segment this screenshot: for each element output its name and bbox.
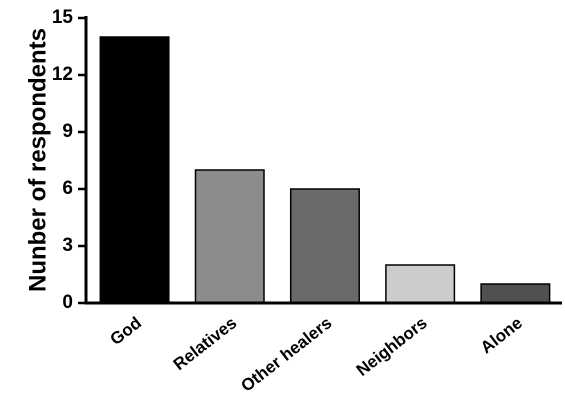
x-tick-label: Other healers: [237, 313, 335, 395]
y-tick-label: 6: [62, 178, 73, 199]
bar-god: [99, 36, 170, 304]
x-tick-label: God: [107, 313, 145, 349]
x-tick-label: Relatives: [170, 313, 241, 374]
y-ticks-layer: 0 3 6 9 12 15: [52, 7, 86, 313]
bar-relatives: [194, 169, 265, 304]
axes-layer: [84, 16, 562, 305]
y-tick-label: 9: [62, 121, 73, 142]
y-tick-label: 12: [52, 64, 73, 85]
y-tick-label: 0: [62, 292, 73, 313]
bar-other-healers: [289, 188, 360, 304]
y-axis-title: Nunber of respondents: [24, 28, 51, 292]
x-tick-label: Neighbors: [353, 313, 431, 380]
x-tick-label: Alone: [477, 313, 526, 357]
y-tick-label: 15: [52, 7, 74, 28]
y-tick-label: 3: [62, 235, 73, 256]
bar-alone: [480, 283, 551, 304]
bar-neighbors: [385, 264, 456, 304]
bars-layer: [99, 36, 551, 304]
